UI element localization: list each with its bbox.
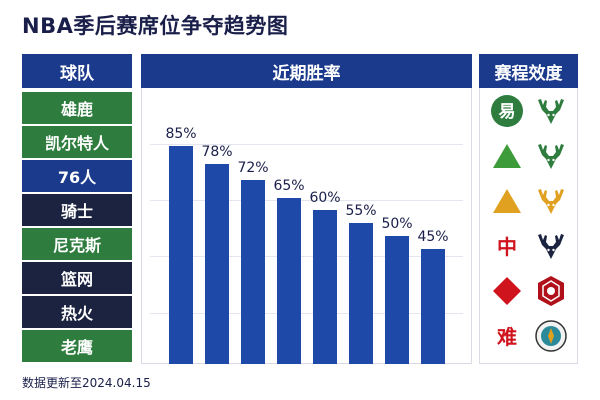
easy-marker: 易 — [490, 94, 524, 128]
gridline — [150, 200, 463, 201]
team-row: 凯尔特人 — [22, 126, 132, 158]
bar-value-label: 45% — [417, 228, 449, 245]
bar — [241, 179, 265, 364]
difficulty-text-marker: 中 — [490, 229, 524, 263]
difficulty-label: 中 — [497, 235, 517, 259]
team-logo-deer-icon — [534, 94, 568, 128]
bar — [313, 210, 337, 364]
difficulty-row — [480, 178, 579, 224]
bar-value-label: 78% — [201, 144, 233, 161]
bar-value-label: 50% — [381, 216, 413, 232]
team-row: 热火 — [22, 296, 132, 328]
difficulty-row: 易 — [480, 88, 579, 134]
team-row: 老鹰 — [22, 330, 132, 362]
bar — [421, 248, 445, 364]
difficulty-column: 易中难 — [479, 88, 578, 364]
bar-value-label: 60% — [309, 190, 341, 207]
bar-value-label: 85% — [165, 126, 197, 143]
team-logo-deer-icon — [534, 184, 568, 218]
team-row: 篮网 — [22, 262, 132, 294]
difficulty-text-marker: 难 — [490, 319, 524, 353]
team-logo-seal-icon — [534, 319, 568, 353]
bar — [205, 164, 229, 364]
bar — [349, 223, 373, 364]
difficulty-row: 中 — [480, 223, 579, 269]
team-logo-deer-icon — [534, 139, 568, 173]
triangle-marker — [490, 139, 524, 173]
bar — [169, 146, 193, 364]
difficulty-row: 难 — [480, 313, 579, 359]
team-header: 球队 — [22, 54, 132, 88]
bar — [385, 236, 409, 364]
gridline — [150, 144, 463, 145]
difficulty-label: 难 — [496, 325, 517, 349]
bar-value-label: 65% — [273, 177, 305, 194]
gridline — [150, 256, 463, 257]
difficulty-row — [480, 268, 579, 314]
win-rate-chart: 85% 78% 72% 65% 60% 55% 50% 45% — [141, 88, 472, 364]
difficulty-label: 易 — [499, 102, 516, 122]
difficulty-row — [480, 133, 579, 179]
update-note: 数据更新至2024.04.15 — [22, 376, 151, 390]
diamond-marker — [490, 274, 524, 308]
team-logo-badge-icon — [534, 274, 568, 308]
team-row: 骑士 — [22, 194, 132, 226]
difficulty-header: 赛程效度 — [479, 54, 578, 88]
bar-value-label: 72% — [237, 159, 269, 176]
page-title: NBA季后赛席位争夺趋势图 — [22, 14, 289, 38]
chart-header: 近期胜率 — [141, 54, 472, 88]
bar-value-label: 55% — [345, 203, 377, 220]
team-logo-deer-icon — [534, 229, 568, 263]
gridline — [150, 313, 463, 314]
team-row: 雄鹿 — [22, 92, 132, 124]
team-row: 尼克斯 — [22, 228, 132, 260]
team-row: 76人 — [22, 160, 132, 192]
triangle-marker — [490, 184, 524, 218]
bar — [277, 197, 301, 364]
